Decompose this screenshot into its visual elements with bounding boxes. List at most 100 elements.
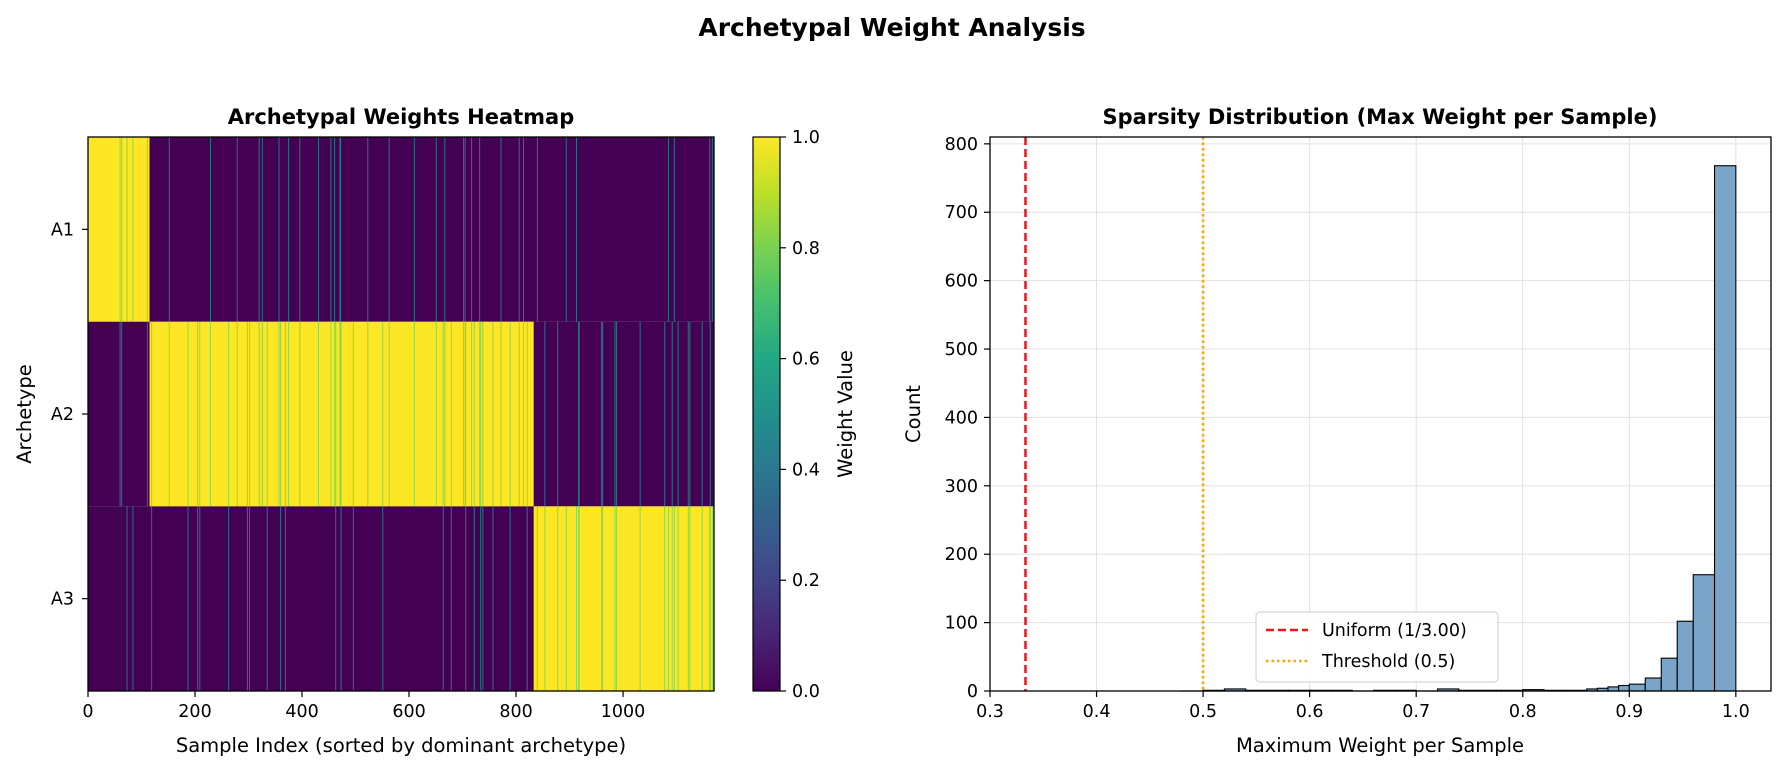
heatmap-mixed-sample [284, 321, 286, 507]
heatmap-mixed-sample [526, 321, 528, 507]
heatmap-mixed-sample [709, 506, 711, 691]
heatmap-mixed-sample [413, 321, 415, 507]
heatmap-mixed-sample [471, 137, 473, 322]
heatmap-title: Archetypal Weights Heatmap [228, 105, 575, 129]
heatmap-mixed-sample [671, 321, 673, 507]
heatmap-mixed-sample [711, 506, 713, 691]
heatmap-mixed-sample [258, 321, 260, 507]
heatmap-mixed-sample [465, 321, 467, 507]
heatmap-mixed-sample [280, 506, 282, 691]
histogram-y-tick-label: 700 [945, 203, 978, 223]
histogram-y-ticks: 0 100 200 300 400 500 600 700 800 [945, 135, 990, 702]
histogram-y-tick-label: 0 [967, 682, 978, 702]
colorbar-tick-label: 0.2 [792, 571, 820, 591]
heatmap-mixed-sample [151, 506, 153, 691]
histogram-y-label: Count [902, 385, 925, 443]
heatmap-mixed-sample [575, 137, 577, 322]
colorbar-tick-label: 1.0 [792, 128, 820, 148]
heatmap-mixed-sample [557, 321, 559, 507]
legend-uniform-label: Uniform (1/3.00) [1322, 621, 1467, 641]
histogram-frame [989, 136, 1772, 692]
heatmap-mixed-sample [673, 137, 675, 322]
heatmap-mixed-sample [701, 321, 703, 507]
heatmap-y-tick-label: A1 [51, 220, 74, 240]
heatmap-x-tick-label: 600 [392, 702, 425, 722]
heatmap-mixed-sample [536, 506, 538, 691]
heatmap-mixed-sample [119, 137, 121, 322]
heatmap-dominant-a1 [88, 137, 150, 322]
heatmap-mixed-sample [473, 321, 475, 507]
heatmap-mixed-sample [526, 506, 528, 691]
colorbar-tick-label: 0.8 [792, 239, 820, 259]
heatmap-mixed-sample [687, 506, 689, 691]
histogram-grid [989, 137, 1771, 692]
histogram-bar [1660, 657, 1678, 692]
heatmap-mixed-sample [339, 321, 341, 507]
heatmap-mixed-sample [709, 137, 711, 322]
heatmap-mixed-sample [480, 321, 482, 507]
histogram-legend: Uniform (1/3.00) Threshold (0.5) [1255, 611, 1499, 683]
histogram-reference-lines [1024, 137, 1205, 691]
heatmap-mixed-sample [121, 321, 123, 507]
heatmap-mixed-sample [482, 321, 484, 507]
heatmap-dominant-a3 [533, 506, 714, 691]
heatmap-mixed-sample [614, 321, 616, 507]
heatmap-mixed-sample [197, 321, 199, 507]
heatmap-mixed-sample [236, 137, 238, 322]
heatmap-y-ticks: A1 A2 A3 [51, 220, 88, 610]
histogram-bar [1713, 165, 1737, 692]
heatmap-mixed-sample [199, 506, 201, 691]
heatmap-x-ticks: 0 200 400 600 800 1000 [82, 691, 645, 722]
histogram-x-tick-label: 0.6 [1296, 702, 1324, 722]
histogram-bar [1618, 684, 1630, 692]
heatmap-mixed-sample [335, 506, 337, 691]
heatmap-mixed-sample [334, 321, 336, 507]
heatmap-mixed-sample [209, 321, 211, 507]
heatmap-mixed-sample [677, 506, 679, 691]
heatmap-mixed-sample [146, 321, 148, 507]
heatmap-mixed-sample [614, 506, 616, 691]
heatmap-mixed-sample [266, 506, 268, 691]
heatmap-mixed-sample [480, 506, 482, 691]
heatmap-mixed-sample [288, 321, 290, 507]
histogram-x-tick-label: 0.9 [1615, 702, 1643, 722]
heatmap-mixed-sample [132, 137, 134, 322]
histogram-x-label: Maximum Weight per Sample [1236, 734, 1524, 757]
heatmap-mixed-sample [464, 137, 466, 322]
heatmap-mixed-sample [500, 321, 502, 507]
heatmap-mixed-sample [536, 137, 538, 322]
heatmap-mixed-sample [435, 321, 437, 507]
heatmap-mixed-sample [575, 506, 577, 691]
heatmap-mixed-sample [578, 321, 580, 507]
heatmap-x-tick-label: 200 [178, 702, 211, 722]
histogram-y-tick-label: 300 [945, 477, 978, 497]
heatmap-mixed-sample [463, 321, 465, 507]
heatmap-mixed-sample [602, 321, 604, 507]
heatmap-mixed-sample [667, 506, 669, 691]
histogram-x-tick-label: 0.3 [976, 702, 1004, 722]
heatmap-mixed-sample [701, 506, 703, 691]
heatmap-mixed-sample [435, 137, 437, 322]
heatmap-mixed-sample [518, 321, 520, 507]
histogram-x-tick-label: 0.4 [1083, 702, 1111, 722]
heatmap-mixed-sample [258, 137, 260, 322]
heatmap-y-tick-label: A2 [51, 405, 74, 425]
heatmap-mixed-sample [266, 321, 268, 507]
heatmap-mixed-sample [601, 506, 603, 691]
heatmap-mixed-sample [616, 321, 618, 507]
heatmap-x-tick-label: 0 [82, 702, 93, 722]
heatmap-mixed-sample [352, 321, 354, 507]
heatmap-mixed-sample [367, 137, 369, 322]
heatmap-mixed-sample [388, 321, 390, 507]
heatmap-mixed-sample [500, 137, 502, 322]
heatmap-mixed-sample [246, 321, 248, 507]
heatmap-mixed-sample [639, 506, 641, 691]
heatmap-mixed-sample [518, 137, 520, 322]
heatmap-mixed-sample [639, 321, 641, 507]
heatmap-mixed-sample [664, 321, 666, 507]
histogram-title: Sparsity Distribution (Max Weight per Sa… [1103, 105, 1658, 129]
heatmap-mixed-sample [482, 506, 484, 691]
heatmap-mixed-sample [334, 137, 336, 322]
heatmap-mixed-sample [340, 321, 342, 507]
